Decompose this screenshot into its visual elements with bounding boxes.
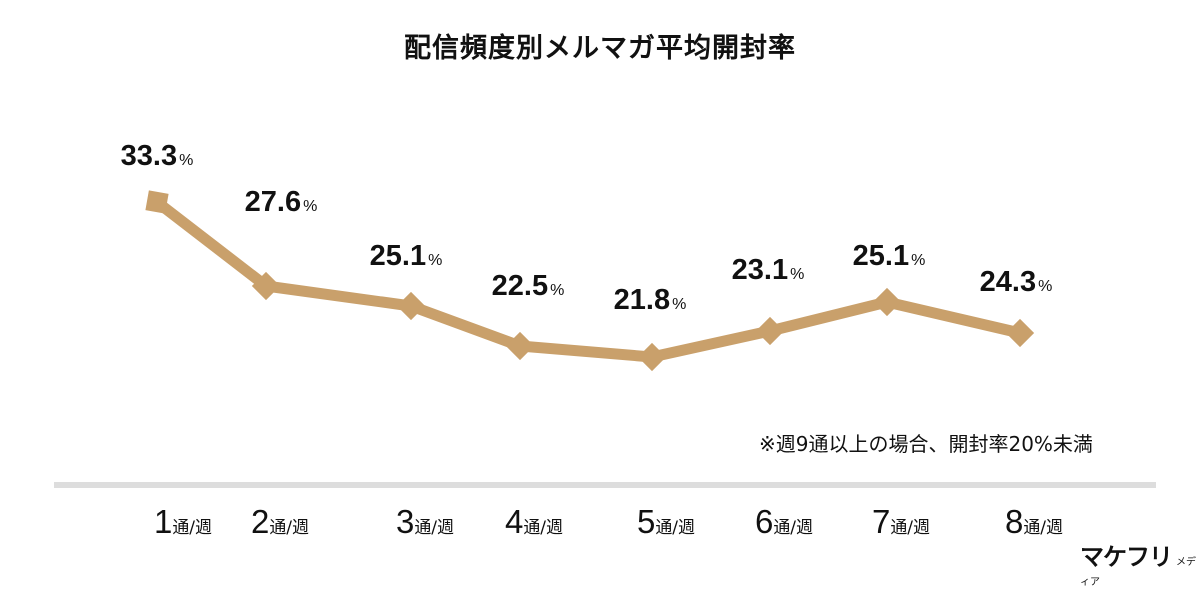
data-label: 23.1% (732, 254, 805, 287)
tick-number: 6 (754, 503, 774, 540)
tick-unit: 通/週 (1023, 518, 1064, 538)
diamond-marker (755, 316, 785, 346)
tick-unit: 通/週 (172, 518, 213, 538)
percent-unit: % (179, 152, 194, 169)
x-tick-label: 2通/週 (251, 503, 309, 541)
percent-unit: % (428, 252, 443, 269)
tick-number: 7 (871, 503, 891, 540)
percent-unit: % (790, 266, 805, 283)
percent-unit: % (1038, 278, 1053, 295)
data-label: 33.3% (121, 140, 194, 173)
tick-unit: 通/週 (269, 518, 310, 538)
data-value: 33.3 (120, 140, 178, 172)
x-tick-label: 5通/週 (637, 503, 695, 541)
data-label: 25.1% (853, 240, 926, 273)
x-tick-label: 6通/週 (755, 503, 813, 541)
tick-unit: 通/週 (523, 518, 564, 538)
series-line (153, 197, 1022, 363)
data-value: 25.1 (369, 240, 427, 272)
percent-unit: % (303, 198, 318, 215)
tick-unit: 通/週 (655, 518, 696, 538)
diamond-marker (1005, 318, 1035, 348)
x-tick-label: 8通/週 (1005, 503, 1063, 541)
data-value: 23.1 (731, 254, 789, 286)
data-value: 21.8 (613, 284, 671, 316)
logo-text: マケフリ (1080, 543, 1173, 571)
tick-number: 2 (250, 503, 270, 540)
tick-unit: 通/週 (890, 518, 931, 538)
diamond-marker (505, 331, 535, 361)
tick-number: 8 (1004, 503, 1024, 540)
data-value: 25.1 (852, 240, 910, 272)
data-label: 24.3% (980, 266, 1053, 299)
tick-unit: 通/週 (414, 518, 455, 538)
x-tick-label: 7通/週 (872, 503, 930, 541)
data-label: 27.6% (245, 186, 318, 219)
diamond-marker (396, 291, 426, 321)
tick-number: 1 (153, 503, 173, 540)
brand-logo: マケフリ メディア (1080, 537, 1200, 590)
logo-subtext: メディア (1080, 557, 1196, 588)
tick-number: 3 (395, 503, 415, 540)
data-label: 25.1% (370, 240, 443, 273)
tick-number: 5 (636, 503, 656, 540)
data-value: 24.3 (979, 266, 1037, 298)
diamond-marker (872, 287, 902, 317)
x-tick-label: 3通/週 (396, 503, 454, 541)
percent-unit: % (550, 282, 565, 299)
tick-number: 4 (504, 503, 524, 540)
footnote: ※週9通以上の場合、開封率20%未満 (759, 432, 1093, 456)
data-value: 22.5 (491, 270, 549, 302)
x-axis-line (54, 482, 1156, 488)
diamond-marker (145, 190, 169, 214)
data-label: 21.8% (614, 284, 687, 317)
data-label: 22.5% (492, 270, 565, 303)
x-tick-label: 4通/週 (505, 503, 563, 541)
x-tick-label: 1通/週 (154, 503, 212, 541)
tick-unit: 通/週 (773, 518, 814, 538)
diamond-marker (637, 342, 667, 372)
data-value: 27.6 (244, 186, 302, 218)
percent-unit: % (911, 252, 926, 269)
chart-title: 配信頻度別メルマガ平均開封率 (404, 33, 796, 64)
percent-unit: % (672, 296, 687, 313)
